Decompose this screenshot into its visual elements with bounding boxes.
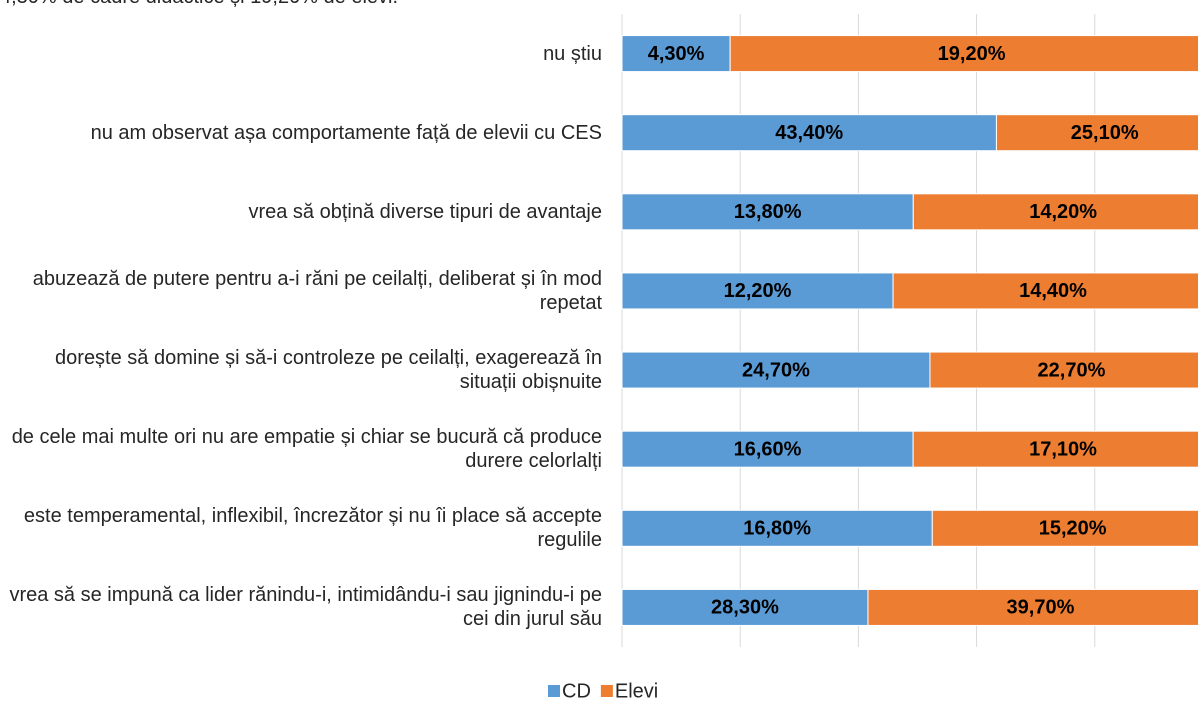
category-label: vrea să se impună ca lider rănindu-i, in… bbox=[9, 584, 602, 631]
bar-segment bbox=[621, 272, 894, 310]
bar-segment bbox=[912, 430, 1198, 468]
category-label: vrea să obțină diverse tipuri de avantaj… bbox=[248, 200, 602, 223]
bar-segment bbox=[621, 193, 914, 231]
bar-segment bbox=[729, 35, 1198, 73]
bar-segment bbox=[621, 351, 931, 389]
value-label: 22,70% bbox=[1038, 359, 1106, 381]
legend-label: Elevi bbox=[615, 680, 658, 701]
legend-swatch bbox=[548, 685, 560, 697]
value-label: 24,70% bbox=[742, 359, 810, 381]
bar-segment bbox=[621, 35, 731, 73]
bar-segment bbox=[995, 114, 1198, 152]
value-label: 25,10% bbox=[1071, 122, 1139, 144]
bar-segment bbox=[912, 193, 1198, 231]
bar-segment bbox=[621, 114, 997, 152]
value-label: 4,30% bbox=[648, 43, 705, 65]
category-label: este temperamental, inflexibil, încrezăt… bbox=[23, 505, 602, 552]
bar-segment bbox=[892, 272, 1198, 310]
category-label: nu știu bbox=[543, 42, 602, 65]
bar-segment bbox=[929, 351, 1198, 389]
value-label: 19,20% bbox=[938, 43, 1006, 65]
value-label: 12,20% bbox=[724, 280, 792, 302]
category-label: abuzează de putere pentru a-i răni pe ce… bbox=[32, 267, 602, 314]
value-label: 16,80% bbox=[743, 518, 811, 540]
value-label: 43,40% bbox=[775, 122, 843, 144]
value-label: 14,20% bbox=[1029, 201, 1097, 223]
annotation: 4,30% de cadre didactice și 19,20% de el… bbox=[0, 0, 398, 9]
value-label: 28,30% bbox=[711, 597, 779, 619]
bar-segment bbox=[621, 430, 914, 468]
value-label: 13,80% bbox=[734, 201, 802, 223]
category-label: de cele mai multe ori nu are empatie și … bbox=[11, 426, 602, 473]
legend-swatch bbox=[600, 685, 613, 697]
bar-segment bbox=[621, 509, 933, 547]
legend-label: CD bbox=[562, 680, 591, 701]
bar-segment bbox=[867, 588, 1198, 626]
value-label: 17,10% bbox=[1029, 438, 1097, 460]
category-label: dorește să domine și să-i controleze pe … bbox=[55, 347, 602, 394]
category-label: nu am observat așa comportamente față de… bbox=[90, 121, 602, 144]
value-label: 15,20% bbox=[1039, 518, 1107, 540]
value-label: 16,60% bbox=[734, 438, 802, 460]
bar-segment bbox=[931, 509, 1198, 547]
value-label: 14,40% bbox=[1019, 280, 1087, 302]
value-label: 39,70% bbox=[1007, 597, 1075, 619]
bar-segment bbox=[621, 588, 869, 626]
